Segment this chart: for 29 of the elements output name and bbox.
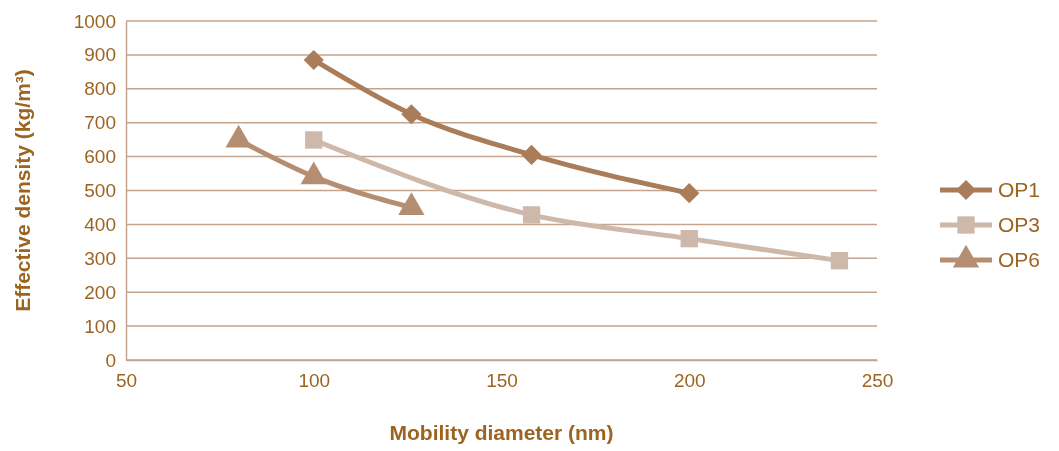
point: [521, 144, 542, 165]
legend-label: OP1: [998, 178, 1041, 201]
x-tick-label: 200: [673, 370, 706, 392]
x-tick-label: 150: [486, 370, 518, 392]
legend-label: OP6: [998, 248, 1041, 271]
y-tick-label: 500: [84, 180, 116, 202]
y-tick-label: 800: [84, 78, 116, 100]
point: [305, 131, 323, 149]
point: [830, 252, 849, 270]
legend-label: OP3: [998, 213, 1041, 236]
y-tick-label: 400: [84, 213, 116, 235]
y-axis-title: Effective density (kg/m³): [11, 69, 34, 312]
point: [522, 206, 541, 224]
y-tick-label: 100: [84, 315, 116, 337]
y-tick-label: 900: [84, 44, 116, 66]
x-tick-label: 50: [115, 370, 138, 392]
y-tick-label: 700: [84, 112, 116, 134]
point: [401, 104, 422, 125]
x-tick-label: 100: [298, 370, 331, 392]
x-tick-label: 250: [861, 370, 894, 392]
y-tick-label: 600: [84, 146, 116, 168]
point: [679, 183, 700, 204]
point: [303, 49, 324, 71]
y-tick-label: 300: [84, 247, 116, 269]
point: [680, 229, 698, 248]
y-tick-label: 0: [105, 349, 116, 371]
x-axis-title: Mobility diameter (nm): [389, 421, 614, 444]
y-tick-label: 1000: [73, 10, 116, 32]
y-tick-label: 200: [84, 281, 116, 303]
